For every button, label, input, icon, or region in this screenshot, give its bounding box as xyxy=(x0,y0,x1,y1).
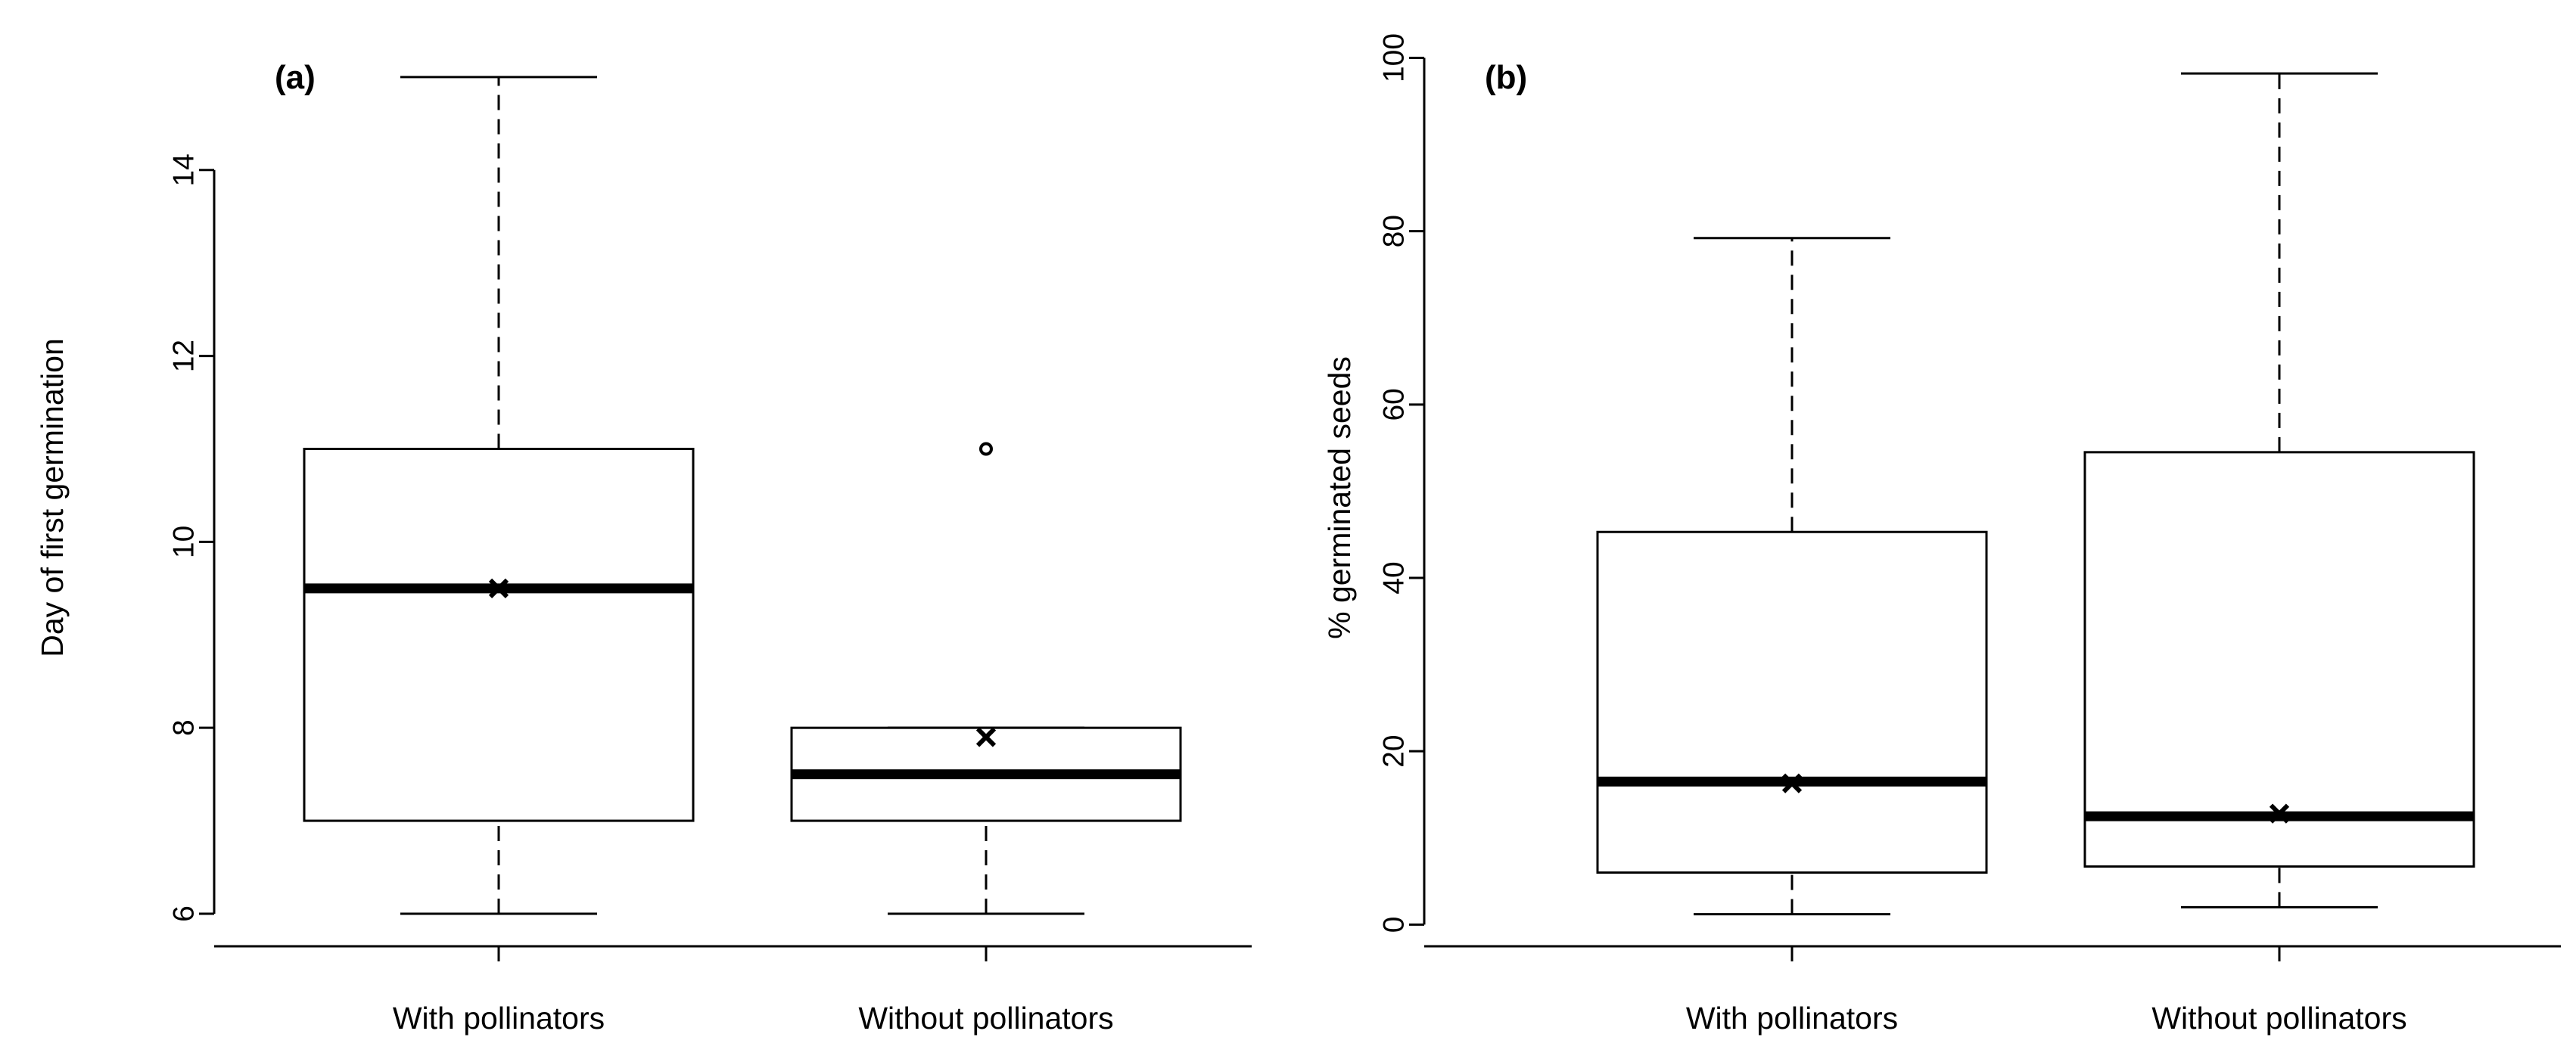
y-tick-label: 8 xyxy=(167,719,200,736)
y-tick-label: 80 xyxy=(1377,215,1410,247)
x-tick-label: With pollinators xyxy=(393,1001,605,1036)
y-tick-label: 6 xyxy=(167,905,200,922)
x-tick-label: With pollinators xyxy=(1686,1001,1898,1036)
y-axis-label: Day of first germination xyxy=(35,338,70,657)
mean-stroke xyxy=(1781,773,1803,793)
outlier xyxy=(979,442,993,456)
mean-marker xyxy=(975,727,997,747)
y-axis-label: % germinated seeds xyxy=(1322,356,1357,639)
mean-stroke xyxy=(2269,803,2290,824)
mean-marker xyxy=(2269,803,2290,824)
mean-stroke xyxy=(488,578,509,598)
mean-stroke xyxy=(975,727,997,747)
box xyxy=(2083,451,2475,868)
y-tick-label: 100 xyxy=(1377,33,1410,82)
mean-marker xyxy=(488,578,509,598)
y-tick-label: 10 xyxy=(167,526,200,558)
x-tick-label: Without pollinators xyxy=(858,1001,1113,1036)
mean-marker xyxy=(1781,773,1803,793)
y-tick-label: 0 xyxy=(1377,917,1410,933)
y-tick-label: 14 xyxy=(167,154,200,186)
y-tick-label: 60 xyxy=(1377,388,1410,421)
panel-label: (a) xyxy=(275,59,316,96)
y-tick-label: 12 xyxy=(167,340,200,372)
x-tick-label: Without pollinators xyxy=(2151,1001,2406,1036)
box xyxy=(303,447,695,822)
y-tick-label: 40 xyxy=(1377,561,1410,594)
panel-label: (b) xyxy=(1485,59,1527,96)
box xyxy=(1596,530,1988,874)
y-tick-label: 20 xyxy=(1377,734,1410,767)
